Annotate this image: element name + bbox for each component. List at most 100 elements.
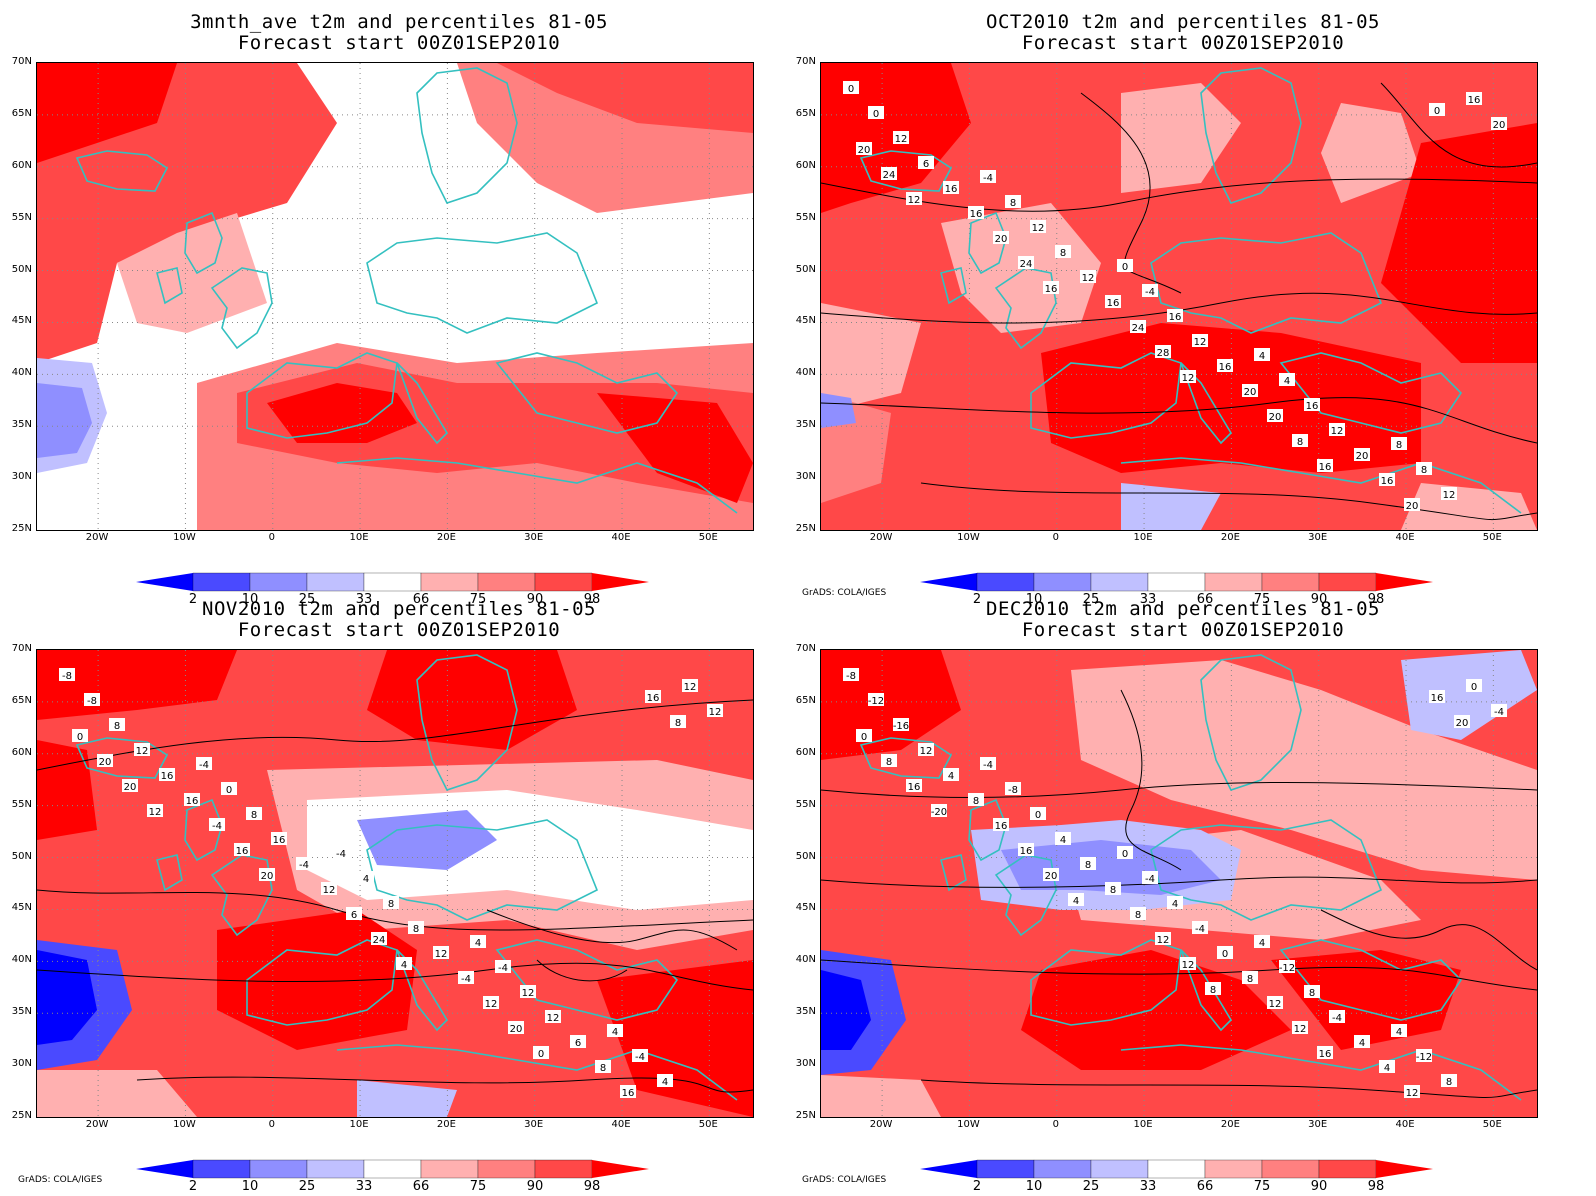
contour-label: 0	[848, 84, 854, 95]
contour-label: 8	[973, 796, 979, 807]
latitude-tick-label: 50N	[11, 263, 32, 275]
latitude-tick-label: 50N	[11, 850, 32, 862]
longitude-tick-label: 20E	[1220, 532, 1240, 543]
contour-label: 16	[273, 835, 286, 846]
contour-label: 24	[1020, 259, 1033, 270]
coastline	[940, 267, 967, 305]
temperature-contour	[821, 178, 1537, 212]
contour-label: 12	[908, 195, 921, 206]
latitude-tick-label: 60N	[11, 746, 32, 758]
contour-label: 4	[1284, 376, 1290, 387]
latitude-tick-label: 60N	[795, 159, 816, 171]
longitude-tick-label: 20W	[85, 532, 109, 543]
map-panel: OCT2010 t2m and percentiles 81-05 Forecas…	[784, 0, 1582, 607]
map-svg: -8 -4 -4 4 4 -8 0 4 -4 -4 8 8 8 12 4 12 16 8 12 12 16 -4 12 6 12…	[37, 650, 753, 1117]
temperature-contour	[1320, 909, 1537, 971]
panel-subtitle: Forecast start 00Z01SEP2010	[237, 32, 561, 54]
percentile-shading	[1001, 840, 1221, 895]
colorbar-label: 10	[241, 592, 259, 607]
colorbar-label: 75	[1253, 1179, 1271, 1194]
map-svg: 0 -4 0 4 8 0 8 -4 4 8 12 12 16 16 12 6 8 12 12 16 16 12 16 20 20…	[821, 63, 1537, 530]
contour-label: 8	[413, 924, 419, 935]
longitude-tick-label: 10W	[957, 532, 980, 543]
latitude-tick-label: 60N	[795, 746, 816, 758]
contour-label: 4	[1396, 1027, 1402, 1038]
latitude-tick-label: 65N	[11, 107, 32, 119]
coastline	[1200, 67, 1302, 204]
colorbar-label: 98	[583, 592, 601, 607]
panel-title: OCT2010 t2m and percentiles 81-05	[986, 11, 1380, 33]
latitude-tick-label: 30N	[795, 471, 816, 483]
contour-label: 16	[647, 693, 660, 704]
latitude-tick-label: 40N	[11, 367, 32, 379]
contour-label: 4	[1259, 938, 1265, 949]
longitude-tick-label: 30E	[524, 1119, 544, 1130]
longitude-tick-label: 0	[1052, 532, 1059, 543]
contour-label: 0	[1035, 810, 1041, 821]
colorbar-label: 66	[1196, 1179, 1214, 1194]
coastline	[859, 737, 953, 779]
contour-label: 0	[77, 732, 83, 743]
grads-credit: GrADS: COLA/IGES	[18, 1175, 103, 1185]
contour-label: 8	[1135, 910, 1141, 921]
longitude-tick-label: 10W	[173, 1119, 196, 1130]
longitude-tick-label: 10W	[957, 1119, 980, 1130]
temperature-contour	[821, 959, 1537, 991]
contour-label: 8	[251, 810, 257, 821]
percentile-shading	[37, 1070, 197, 1117]
coastline	[968, 211, 1007, 275]
contour-label: 6	[351, 910, 357, 921]
contour-label: 12	[1182, 960, 1195, 971]
contour-label: -12	[868, 696, 884, 707]
longitude-tick-label: 20W	[869, 1119, 893, 1130]
contour-label: 0	[1471, 682, 1477, 693]
coastline	[994, 267, 1057, 350]
percentile-shading	[1121, 83, 1241, 193]
contour-label: 12	[1032, 223, 1045, 234]
colorbar	[920, 1159, 1433, 1179]
latitude-tick-label: 55N	[11, 211, 32, 223]
contour-label: 8	[1446, 1077, 1452, 1088]
coastline	[156, 267, 183, 305]
contour-label: -4	[299, 860, 309, 871]
coastline	[396, 362, 449, 445]
contour-label: 4	[1060, 835, 1066, 846]
longitude-tick-label: 20W	[85, 1119, 109, 1130]
contour-label: 16	[1107, 298, 1120, 309]
contour-label: -12	[1416, 1052, 1432, 1063]
map-panel: DEC2010 t2m and percentiles 81-05 Forecas…	[784, 587, 1582, 1194]
percentile-shading	[821, 393, 856, 428]
coastline	[1030, 352, 1182, 439]
colorbar-label: 75	[1253, 592, 1271, 607]
longitude-tick-label: 30E	[1308, 532, 1328, 543]
panel-subtitle: Forecast start 00Z01SEP2010	[1021, 32, 1345, 54]
coastline	[994, 854, 1057, 937]
coastline	[75, 737, 169, 779]
contour-label: 0	[873, 109, 879, 120]
contour-label: 16	[1381, 476, 1394, 487]
contour-label: -4	[983, 173, 993, 184]
latitude-tick-label: 35N	[795, 1006, 816, 1018]
map-plot-area: -8 -4 0 4 4 -12 -8 -4 -12 -12 -16 0 4 8 8 12 4 -4 -4 0 4 8 0 4 -…	[820, 649, 1538, 1118]
longitude-tick-label: 20E	[436, 532, 456, 543]
contour-label: 12	[1406, 1088, 1419, 1099]
temperature-contour	[920, 1079, 1537, 1098]
longitude-tick-label: 20E	[436, 1119, 456, 1130]
longitude-tick-label: 50E	[698, 1119, 718, 1130]
contour-label: 0	[861, 732, 867, 743]
contour-label: 16	[1319, 462, 1332, 473]
colorbar-label: 75	[469, 1179, 487, 1194]
contour-label: 0	[1434, 106, 1440, 117]
longitude-tick-label: 10E	[349, 1119, 369, 1130]
contour-label: -4	[1145, 874, 1155, 885]
contour-label: 12	[1294, 1024, 1307, 1035]
contour-label: 16	[945, 184, 958, 195]
coastline	[940, 854, 967, 892]
temperature-contour	[1380, 82, 1537, 168]
colorbar-label: 90	[1310, 592, 1328, 607]
temperature-contour	[486, 909, 738, 951]
panel-title: DEC2010 t2m and percentiles 81-05	[986, 598, 1380, 620]
colorbar-label: 33	[1139, 1179, 1157, 1194]
contour-label: 12	[485, 999, 498, 1010]
contour-label: 8	[1210, 985, 1216, 996]
